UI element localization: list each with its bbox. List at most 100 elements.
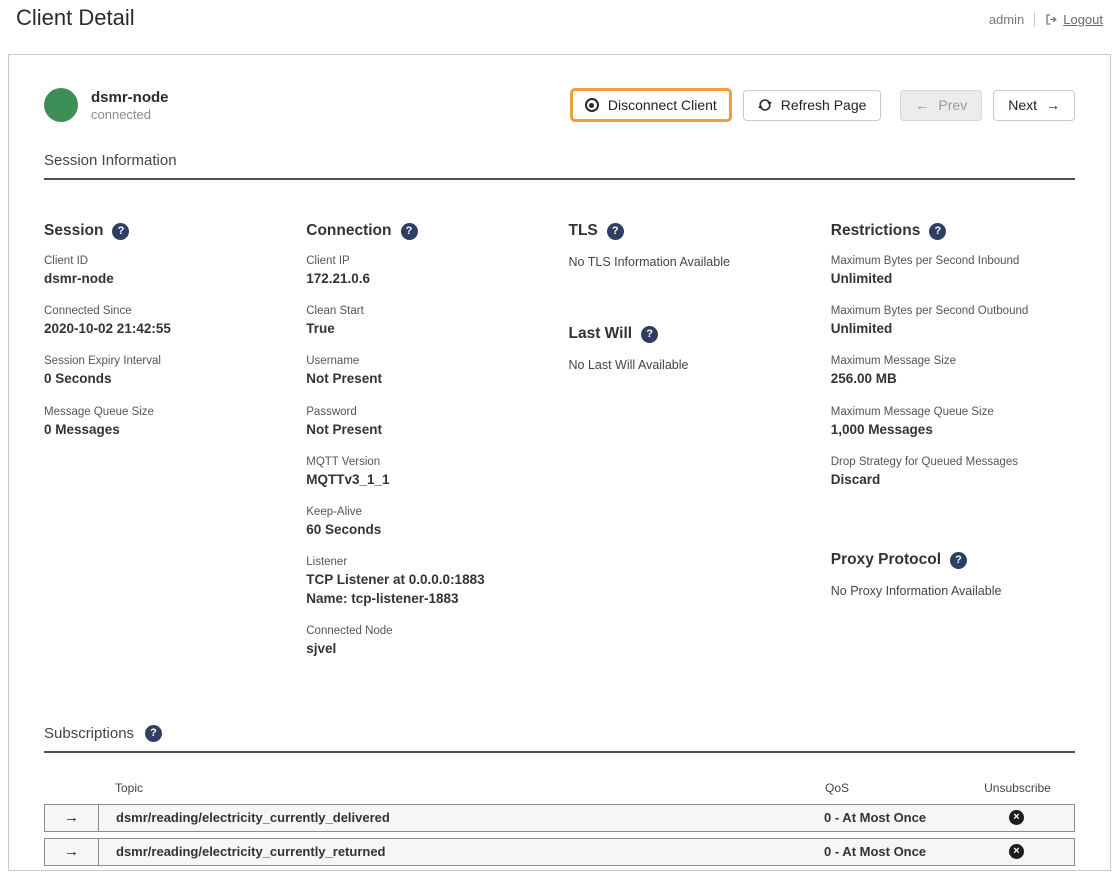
field-value: 0 Messages [44, 421, 120, 437]
field: MQTT Version MQTTv3_1_1 [306, 456, 550, 489]
help-icon[interactable] [112, 222, 130, 240]
field: Maximum Message Queue Size 1,000 Message… [831, 406, 1075, 439]
session-title: Session [44, 222, 104, 239]
qos-column-header: QoS [825, 780, 850, 795]
field-value: 0 Seconds [44, 371, 112, 387]
power-dot-circle-icon [584, 98, 599, 112]
topic-cell: dsmr/reading/electricity_currently_retur… [116, 844, 386, 860]
field-label: Listener [306, 556, 348, 569]
refresh-page-button[interactable]: Refresh Page [742, 89, 882, 121]
field-value: sjvel [306, 640, 337, 656]
field-label: Username [306, 355, 360, 368]
field-value: Not Present [306, 371, 383, 387]
unsubscribe-button[interactable] [1009, 810, 1024, 826]
field-label: Maximum Bytes per Second Inbound [830, 255, 1020, 267]
field-label: Maximum Bytes per Second Outbound [830, 305, 1029, 318]
subscriptions-table: Topic QoS Unsubscribe dsmr/reading/elect… [44, 781, 1075, 866]
next-button[interactable]: Next [993, 89, 1075, 121]
field-value: MQTTv3_1_1 [306, 471, 390, 487]
field: Message Queue Size 0 Messages [44, 406, 288, 439]
client-row: dsmr-node connected Disconnect Client Re… [44, 88, 1075, 122]
client-detail-card: dsmr-node connected Disconnect Client Re… [8, 54, 1111, 871]
logout-link[interactable]: Logout [1045, 12, 1103, 27]
topic-cell: dsmr/reading/electricity_currently_deliv… [116, 810, 390, 826]
toolbar: Disconnect Client Refresh Page Prev Next [569, 88, 1075, 122]
unsubscribe-button[interactable] [1009, 844, 1024, 860]
arrow-right-icon [1046, 97, 1060, 113]
field-label: Drop Strategy for Queued Messages [830, 455, 1019, 468]
field-value: True [306, 321, 335, 337]
table-row: dsmr/reading/electricity_currently_deliv… [44, 803, 1075, 832]
field: Client ID dsmr-node [44, 255, 288, 288]
field-value: Unlimited [830, 271, 893, 286]
field-value: 1,000 Messages [830, 421, 933, 437]
field: Listener TCP Listener at 0.0.0.0:1883 Na… [306, 556, 550, 607]
field-label: Client IP [306, 255, 350, 267]
field-label: Message Queue Size [44, 405, 154, 418]
sign-out-icon [1046, 14, 1058, 25]
field: Drop Strategy for Queued Messages Discar… [831, 456, 1075, 489]
divider [1034, 12, 1036, 27]
top-header: Client Detail admin Logout [0, 0, 1119, 31]
help-icon[interactable] [145, 724, 163, 742]
tls-header: TLS [569, 222, 813, 240]
field: Username Not Present [306, 355, 550, 388]
client-info: dsmr-node connected [44, 88, 169, 122]
field: Keep-Alive 60 Seconds [306, 506, 550, 539]
session-column-header: Session [44, 222, 288, 240]
field-label: MQTT Version [306, 455, 381, 468]
field: Maximum Bytes per Second Inbound Unlimit… [831, 255, 1075, 288]
subscriptions-table-header: Topic QoS Unsubscribe [44, 781, 1075, 795]
field: Clean Start True [306, 305, 550, 338]
restrictions-column: Restrictions Maximum Bytes per Second In… [831, 222, 1075, 675]
topic-column-header: Topic [115, 780, 144, 795]
field-value: Discard [830, 471, 881, 487]
proxy-protocol-title: Proxy Protocol [830, 551, 941, 569]
field: Connected Since 2020-10-02 21:42:55 [44, 305, 288, 338]
connection-column-header: Connection [306, 222, 550, 240]
field-value: 256.00 MB [830, 371, 897, 387]
help-icon[interactable] [400, 222, 418, 240]
field-value: 2020-10-02 21:42:55 [44, 321, 171, 337]
next-label: Next [1008, 97, 1037, 113]
row-expand-button[interactable] [45, 838, 99, 865]
field: Session Expiry Interval 0 Seconds [44, 355, 288, 388]
field-label: Password [306, 405, 357, 418]
arrow-column-header [44, 781, 98, 795]
prev-button[interactable]: Prev [900, 89, 983, 121]
client-status: connected [91, 106, 151, 122]
client-id: dsmr-node [91, 88, 169, 106]
field: Password Not Present [306, 406, 550, 439]
field-label: Connected Since [44, 305, 132, 318]
help-icon[interactable] [950, 551, 967, 569]
help-icon[interactable] [929, 222, 947, 240]
disconnect-client-button[interactable]: Disconnect Client [569, 88, 732, 122]
disconnect-label: Disconnect Client [607, 97, 717, 113]
last-will-header: Last Will [569, 325, 813, 343]
table-row: dsmr/reading/electricity_currently_retur… [44, 837, 1075, 866]
proxy-empty-note: No Proxy Information Available [830, 584, 1002, 599]
field: Client IP 172.21.0.6 [306, 255, 550, 288]
session-column: Session Client ID dsmr-node Connected Si… [44, 222, 288, 675]
subscriptions-title: Subscriptions [44, 724, 135, 742]
unsubscribe-column-header: Unsubscribe [984, 780, 1051, 795]
help-icon[interactable] [641, 325, 659, 343]
field-label: Clean Start [306, 305, 364, 318]
section-title-session-information: Session Information [44, 152, 1075, 180]
qos-cell: 0 - At Most Once [824, 810, 927, 826]
field: Maximum Message Size 256.00 MB [831, 355, 1075, 388]
field-label: Keep-Alive [306, 506, 362, 519]
field-value: Unlimited [830, 321, 893, 337]
arrow-right-icon [64, 843, 79, 860]
proxy-protocol-header: Proxy Protocol [831, 551, 1075, 569]
help-icon[interactable] [606, 222, 624, 240]
field-value: 60 Seconds [306, 522, 382, 538]
field-value: 172.21.0.6 [306, 271, 371, 286]
restrictions-header: Restrictions [831, 222, 1075, 240]
qos-cell: 0 - At Most Once [824, 844, 927, 860]
arrow-right-icon [64, 809, 79, 826]
connection-column: Connection Client IP 172.21.0.6 Clean St… [306, 222, 550, 675]
row-expand-button[interactable] [45, 804, 99, 831]
field-value: dsmr-node [44, 271, 114, 286]
field-label: Client ID [44, 255, 89, 267]
